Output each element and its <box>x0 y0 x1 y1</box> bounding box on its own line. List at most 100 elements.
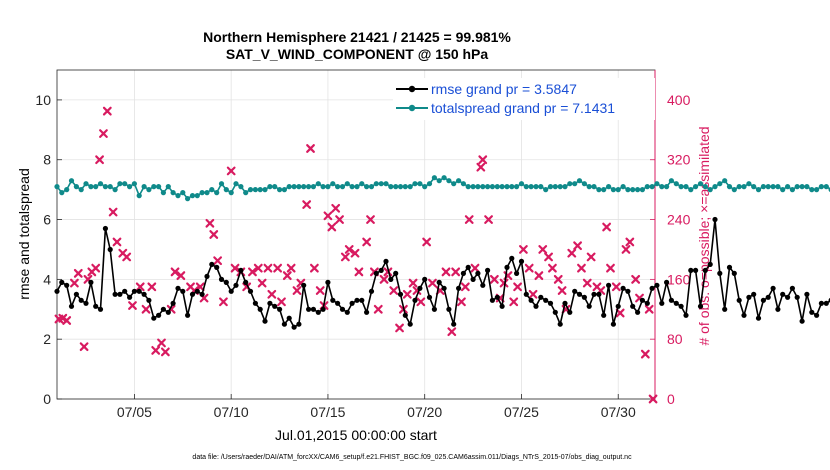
obs-marker-center-34 <box>229 169 233 173</box>
obs-marker-center-111 <box>604 225 609 229</box>
rmse-point-62 <box>354 297 360 303</box>
totalspread-point-53 <box>310 184 316 190</box>
obs-marker-center-33 <box>221 300 226 304</box>
obs-marker-center-93 <box>515 285 520 289</box>
totalspread-point-77 <box>426 181 433 187</box>
rmse-point-16 <box>131 288 137 294</box>
rmse-point-11 <box>107 246 113 253</box>
obs-markers <box>54 106 658 404</box>
x-tick-label-2: 07/15 <box>310 404 345 420</box>
totalspread-point-46 <box>277 187 283 193</box>
rmse-point-144 <box>751 291 757 297</box>
rmse-point-9 <box>97 306 104 312</box>
obs-marker-center-56 <box>333 206 338 211</box>
obs-marker-center-22 <box>163 350 168 354</box>
obs-marker-center-11 <box>105 109 110 113</box>
obs-marker-center-5 <box>82 344 86 349</box>
totalspread-point-91 <box>494 184 500 190</box>
totalspread-point-142 <box>741 184 747 190</box>
rmse-point-155 <box>804 291 810 297</box>
rmse-point-12 <box>112 291 118 297</box>
totalspread-point-68 <box>383 181 389 187</box>
rmse-point-66 <box>373 270 379 276</box>
legend-marker-rmse <box>408 85 416 93</box>
totalspread-point-78 <box>431 175 437 181</box>
obs-marker-center-49 <box>304 202 309 207</box>
rmse-point-92 <box>499 303 505 309</box>
totalspread-point-135 <box>707 187 713 193</box>
obs-marker-center-30 <box>208 221 212 225</box>
legend-box <box>393 78 655 120</box>
rmse-point-128 <box>673 300 679 306</box>
totalspread-point-89 <box>485 184 491 190</box>
rmse-point-104 <box>557 321 563 327</box>
totalspread-point-56 <box>325 184 331 190</box>
totalspread-point-147 <box>765 184 771 190</box>
rmse-point-108 <box>576 291 583 297</box>
obs-marker-center-102 <box>560 288 564 293</box>
totalspread-point-76 <box>422 184 428 190</box>
x-axis: 07/05 07/10 07/15 07/20 07/25 07/30 <box>117 394 636 420</box>
rmse-point-159 <box>823 300 829 306</box>
y2-tick-label-1: 80 <box>667 331 683 347</box>
totalspread-point-99 <box>533 184 539 190</box>
totalspread-point-40 <box>247 187 254 193</box>
totalspread-point-155 <box>804 184 810 190</box>
rmse-point-54 <box>315 309 321 315</box>
rmse-point-29 <box>194 288 200 294</box>
rmse-point-91 <box>494 294 500 300</box>
obs-marker-center-69 <box>397 326 402 330</box>
rmse-point-133 <box>697 303 704 309</box>
rmse-point-32 <box>209 261 215 267</box>
obs-marker-center-105 <box>575 244 580 248</box>
obs-marker-center-78 <box>444 270 448 274</box>
totalspread-point-39 <box>243 190 249 196</box>
totalspread-point-13 <box>117 181 123 187</box>
rmse-point-139 <box>726 264 733 270</box>
totalspread-point-52 <box>306 184 312 190</box>
totalspread-point-100 <box>538 184 544 190</box>
totalspread-point-72 <box>402 184 408 190</box>
totalspread-point-32 <box>209 187 215 193</box>
y-tick-label-3: 6 <box>43 212 51 228</box>
rmse-point-101 <box>543 297 549 303</box>
legend-label-spread: totalspread grand pr = 7.1431 <box>431 100 615 116</box>
obs-marker-center-65 <box>376 307 380 311</box>
totalspread-point-74 <box>412 181 418 187</box>
totalspread-point-97 <box>523 184 529 190</box>
rmse-point-106 <box>567 309 573 315</box>
rmse-point-111 <box>591 291 597 297</box>
totalspread-point-15 <box>127 184 133 190</box>
rmse-point-137 <box>717 270 723 276</box>
x-tick-label-4: 07/25 <box>504 404 539 420</box>
rmse-point-50 <box>296 321 302 327</box>
obs-marker-center-38 <box>250 270 255 274</box>
totalspread-point-82 <box>451 181 457 187</box>
obs-marker-center-87 <box>486 217 491 222</box>
rmse-point-116 <box>615 303 621 309</box>
rmse-point-114 <box>606 282 612 288</box>
rmse-point-2 <box>64 282 70 288</box>
totalspread-point-69 <box>388 184 394 190</box>
rmse-point-18 <box>141 291 147 297</box>
totalspread-point-9 <box>97 181 104 187</box>
totalspread-point-125 <box>659 184 665 190</box>
totalspread-point-122 <box>644 184 650 190</box>
obs-marker-center-15 <box>124 255 129 259</box>
rmse-point-93 <box>504 264 510 270</box>
totalspread-point-20 <box>151 184 157 190</box>
totalspread-point-2 <box>64 187 70 193</box>
obs-marker-center-100 <box>550 266 555 270</box>
rmse-point-15 <box>127 294 133 300</box>
obs-marker-center-96 <box>531 292 535 297</box>
obs-marker-center-83 <box>467 217 471 222</box>
rmse-point-70 <box>393 270 399 276</box>
rmse-point-127 <box>668 297 675 303</box>
rmse-point-20 <box>151 315 157 321</box>
totalspread-point-60 <box>344 181 350 187</box>
rmse-point-30 <box>199 291 205 297</box>
obs-marker-center-13 <box>115 240 119 244</box>
rmse-point-63 <box>359 297 365 303</box>
totalspread-point-16 <box>131 181 137 187</box>
obs-marker-center-72 <box>411 281 415 285</box>
